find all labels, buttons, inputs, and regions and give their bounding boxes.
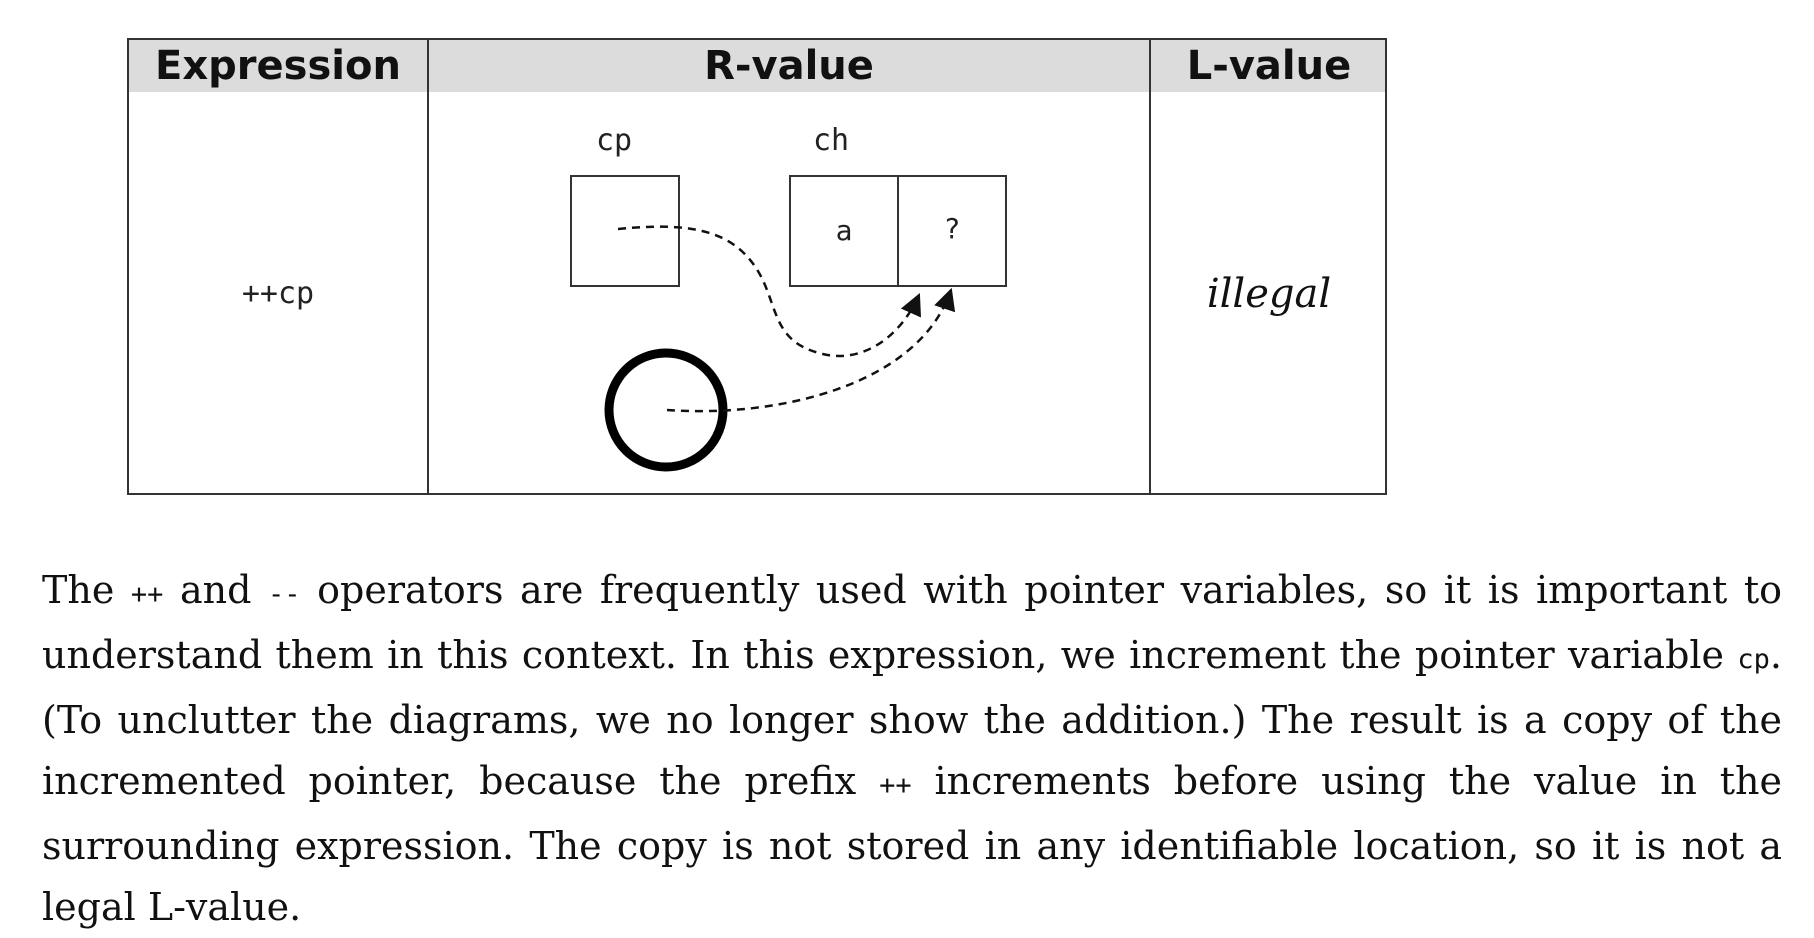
ch-cell-0-value: a: [836, 214, 853, 247]
ch-cell-1-box: [897, 175, 1007, 287]
cp-box: [570, 175, 680, 287]
result-pointer-arrow: [666, 287, 956, 413]
lvalue-cell: illegal: [1206, 270, 1332, 317]
table-header-row: [129, 40, 1385, 92]
inline-code: --: [268, 579, 301, 610]
rvalue-diagram: cp ch a ?: [570, 123, 1007, 472]
body-paragraph: The ++ and -- operators are frequently u…: [42, 560, 1782, 938]
paragraph-text: The: [42, 568, 131, 612]
column-divider: [1149, 40, 1151, 493]
cp-pointer-arrow: [617, 225, 921, 358]
paragraph-text: operators are frequently used with point…: [42, 568, 1782, 677]
paragraph-text: and: [163, 568, 269, 612]
paragraph-text: increments before using the value in the…: [42, 759, 1782, 929]
cp-label: cp: [596, 123, 632, 158]
inline-code: ++: [130, 579, 164, 610]
expression-table: Expression R-value L-value ++cp illegal …: [127, 38, 1387, 495]
column-divider: [427, 40, 429, 493]
ch-cell-1-value: ?: [944, 212, 961, 245]
result-copy-circle: [604, 348, 728, 472]
inline-code: cp: [1737, 644, 1770, 675]
ch-label: ch: [813, 123, 849, 158]
header-lvalue: L-value: [1186, 43, 1352, 89]
inline-code: ++: [879, 770, 912, 801]
header-expression: Expression: [155, 43, 401, 89]
expression-cell: ++cp: [241, 276, 315, 311]
header-rvalue: R-value: [704, 43, 874, 89]
paragraph-text: . (To unclutter the diagrams, we no long…: [42, 633, 1782, 803]
